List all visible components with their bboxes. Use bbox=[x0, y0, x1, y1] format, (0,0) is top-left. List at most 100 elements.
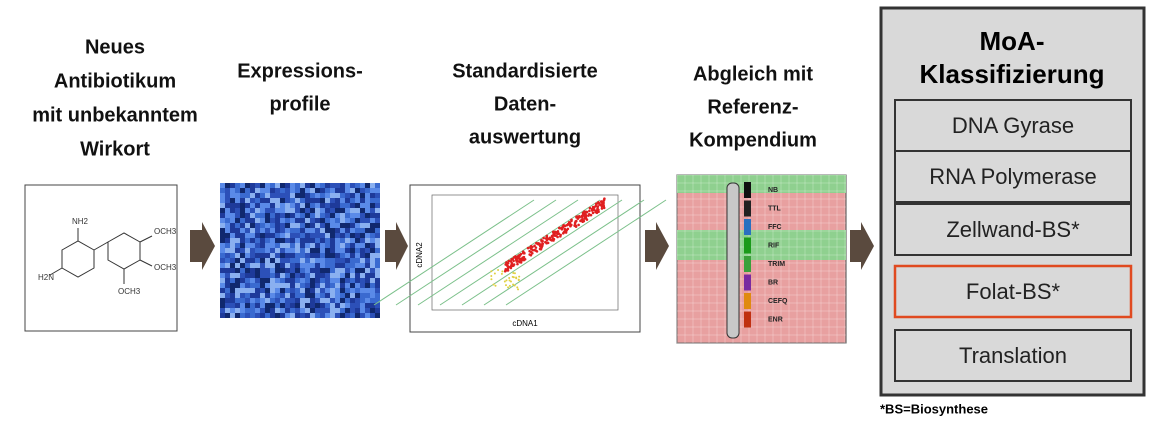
pixel bbox=[235, 258, 240, 263]
pixel bbox=[235, 213, 240, 218]
swatch bbox=[744, 275, 751, 291]
pixel bbox=[285, 208, 290, 213]
pixel bbox=[240, 223, 245, 228]
pixel bbox=[245, 283, 250, 288]
pixel bbox=[250, 298, 255, 303]
moa-title: Klassifizierung bbox=[920, 59, 1105, 89]
pixel bbox=[360, 258, 365, 263]
pixel bbox=[255, 308, 260, 313]
pixel bbox=[365, 238, 370, 243]
point bbox=[557, 230, 560, 233]
pixel bbox=[290, 273, 295, 278]
pixel bbox=[305, 248, 310, 253]
point bbox=[493, 284, 495, 286]
pixel bbox=[300, 188, 305, 193]
pixel bbox=[255, 223, 260, 228]
compendium-label: ENR bbox=[768, 316, 783, 323]
pixel bbox=[335, 268, 340, 273]
pixel bbox=[340, 243, 345, 248]
pixel bbox=[285, 223, 290, 228]
pixel bbox=[220, 258, 225, 263]
pixel bbox=[325, 208, 330, 213]
pixel bbox=[340, 223, 345, 228]
pixel bbox=[350, 203, 355, 208]
pixel bbox=[305, 308, 310, 313]
pixel bbox=[245, 203, 250, 208]
pixel bbox=[325, 218, 330, 223]
step-title: Standardisierte bbox=[452, 60, 598, 82]
pixel bbox=[335, 248, 340, 253]
pixel bbox=[365, 278, 370, 283]
pixel bbox=[260, 303, 265, 308]
pixel bbox=[350, 263, 355, 268]
point bbox=[596, 202, 599, 205]
pixel bbox=[280, 248, 285, 253]
pixel bbox=[295, 253, 300, 258]
pixel bbox=[350, 253, 355, 258]
point bbox=[512, 260, 515, 263]
atom-label: OCH3 bbox=[154, 263, 177, 272]
pixel bbox=[250, 258, 255, 263]
column bbox=[727, 183, 739, 338]
pixel bbox=[270, 308, 275, 313]
pixel bbox=[245, 248, 250, 253]
pixel bbox=[315, 193, 320, 198]
axis-label: cDNA2 bbox=[415, 242, 424, 268]
pixel bbox=[315, 263, 320, 268]
pixel bbox=[225, 278, 230, 283]
pixel bbox=[280, 218, 285, 223]
step-title: Referenz- bbox=[707, 96, 798, 118]
pixel bbox=[305, 188, 310, 193]
pixel bbox=[285, 193, 290, 198]
pixel bbox=[255, 188, 260, 193]
pixel bbox=[290, 268, 295, 273]
swatch bbox=[744, 182, 751, 198]
pixel bbox=[365, 188, 370, 193]
pixel bbox=[230, 258, 235, 263]
pixel bbox=[245, 298, 250, 303]
pixel bbox=[295, 243, 300, 248]
pixel bbox=[280, 303, 285, 308]
pixel bbox=[230, 238, 235, 243]
pixel bbox=[235, 248, 240, 253]
pixel bbox=[295, 233, 300, 238]
pixel bbox=[360, 198, 365, 203]
pixel bbox=[220, 293, 225, 298]
pixel bbox=[305, 203, 310, 208]
point bbox=[545, 242, 548, 245]
pixel bbox=[290, 223, 295, 228]
pixel bbox=[280, 263, 285, 268]
point bbox=[549, 238, 552, 241]
pixel bbox=[285, 263, 290, 268]
pixel bbox=[275, 258, 280, 263]
pixel bbox=[250, 208, 255, 213]
pixel bbox=[230, 233, 235, 238]
point bbox=[559, 234, 562, 237]
pixel bbox=[255, 198, 260, 203]
pixel bbox=[310, 263, 315, 268]
pixel bbox=[355, 283, 360, 288]
pixel bbox=[225, 188, 230, 193]
point bbox=[517, 288, 519, 290]
swatch bbox=[744, 238, 751, 254]
pixel bbox=[370, 313, 375, 318]
pixel bbox=[295, 198, 300, 203]
moa-item-label: Folat-BS* bbox=[966, 279, 1061, 304]
pixel bbox=[280, 293, 285, 298]
pixel bbox=[335, 213, 340, 218]
pixel bbox=[365, 203, 370, 208]
pixel bbox=[270, 228, 275, 233]
pixel bbox=[290, 213, 295, 218]
pixel bbox=[300, 278, 305, 283]
pixel bbox=[275, 308, 280, 313]
pixel bbox=[330, 293, 335, 298]
point bbox=[553, 231, 556, 234]
pixel bbox=[290, 183, 295, 188]
pixel bbox=[365, 288, 370, 293]
pixel bbox=[220, 198, 225, 203]
point bbox=[501, 270, 503, 272]
pixel bbox=[350, 258, 355, 263]
pixel bbox=[335, 238, 340, 243]
pixel bbox=[365, 218, 370, 223]
pixel bbox=[265, 238, 270, 243]
